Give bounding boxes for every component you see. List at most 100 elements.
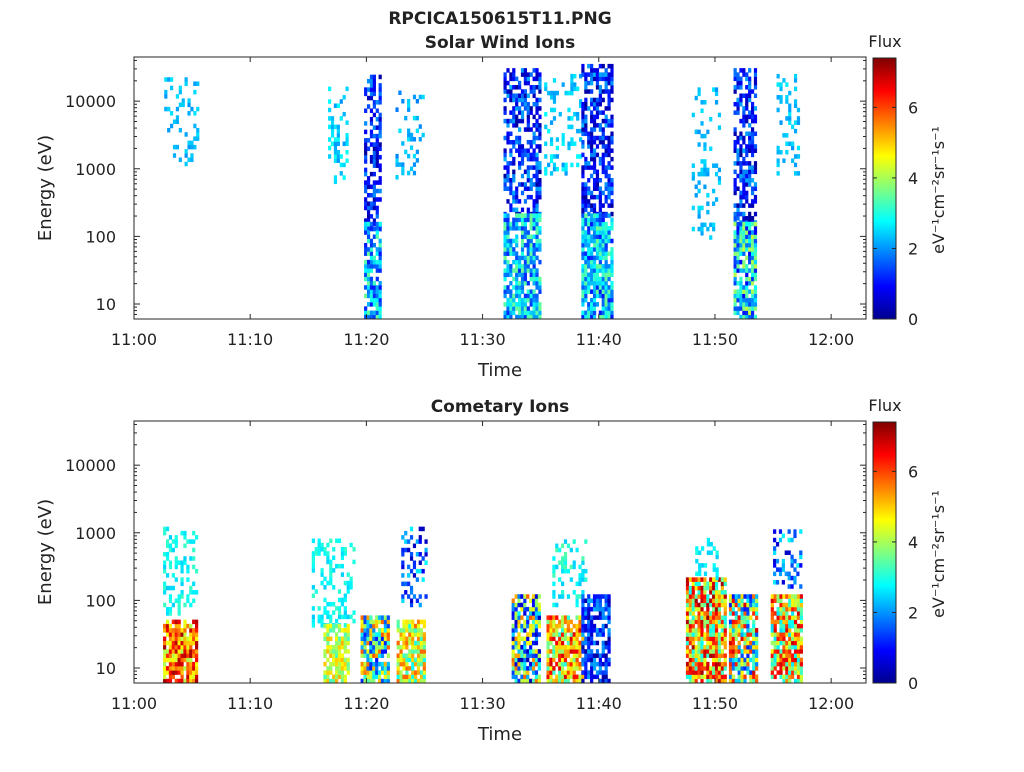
spectrogram-cell [749,615,753,620]
spectrogram-cell [375,632,379,637]
spectrogram-cell [405,628,409,633]
spectrogram-cell [396,657,400,663]
spectrogram-cell [535,72,539,77]
spectrogram-cell [745,190,749,196]
spectrogram-cell [523,666,527,671]
spectrogram-cell [360,619,364,625]
spectrogram-cell [770,649,774,654]
spectrogram-cell [566,670,571,675]
spectrogram-cell [796,661,801,667]
spectrogram-cell [171,628,175,633]
spectrogram-cell [712,649,716,654]
spectrogram-cell [168,649,173,654]
spectrogram-cell [523,182,528,187]
spectrogram-cell [401,170,405,176]
spectrogram-cell [592,238,597,244]
spectrogram-cell [512,161,516,166]
spectrogram-cell [375,154,379,160]
spectrogram-cell [714,590,719,595]
spectrogram-cell [395,107,399,112]
spectrogram-cell [748,178,752,183]
spectrogram-cell [537,611,541,616]
spectrogram-cell [595,217,600,223]
spectrogram-cell [788,598,792,604]
spectrogram-cell [587,161,591,166]
spectrogram-cell [604,594,608,599]
plot-frame [133,420,867,684]
spectrogram-cell [183,602,187,608]
spectrogram-cell [529,152,533,158]
spectrogram-cell [340,678,345,684]
spectrogram-cell [523,264,528,269]
spectrogram-cell [734,632,738,637]
spectrogram-cell [180,560,184,565]
spectrogram-cell [607,293,611,299]
spectrogram-cell [326,644,330,650]
spectrogram-cell [378,251,382,256]
spectrogram-cell [743,602,747,608]
spectrogram-cell [399,653,403,658]
spectrogram-cell [581,649,585,654]
spectrogram-cell [745,280,749,286]
spectrogram-cell [776,611,780,616]
spectrogram-cell [509,110,513,115]
spectrogram-cell [372,133,376,139]
spectrogram-cell [749,649,753,654]
spectrogram-cell [731,619,735,625]
spectrogram-cell [520,144,525,149]
spectrogram-cell [416,632,421,637]
spectrogram-cell [529,213,533,218]
spectrogram-cell [558,670,562,675]
spectrogram-cell [399,636,403,642]
spectrogram-cell [180,644,184,650]
spectrogram-cell [703,632,707,637]
spectrogram-cell [748,68,752,73]
spectrogram-cell [748,297,752,303]
spectrogram-cell [610,306,614,311]
spectrogram-cell [523,661,527,667]
spectrogram-cell [526,259,530,265]
spectrogram-cell [748,131,752,137]
spectrogram-cell [685,590,690,595]
spectrogram-cell [604,670,608,675]
spectrogram-cell [514,606,518,612]
spectrogram-cell [604,640,608,646]
spectrogram-cell [190,144,194,150]
spectrogram-cell [607,101,611,107]
spectrogram-cell [335,618,339,624]
spectrogram-cell [552,657,556,663]
spectrogram-cell [411,674,415,680]
spectrogram-cell [782,619,786,625]
spectrogram-cell [740,670,744,675]
spectrogram-cell [343,547,347,552]
spectrogram-cell [595,615,600,620]
spectrogram-cell [604,598,608,604]
spectrogram-cell [755,649,759,654]
spectrogram-cell [753,268,758,273]
spectrogram-cell [592,640,597,646]
spectrogram-cell [743,632,747,637]
spectrogram-cell [538,76,542,82]
spectrogram-cell [782,611,786,616]
spectrogram-cell [555,154,559,159]
spectrogram-cell [731,598,735,604]
spectrogram-cell [523,230,528,235]
spectrogram-cell [333,103,338,109]
spectrogram-cell [703,146,707,152]
spectrogram-cell [587,649,591,654]
spectrogram-cell [712,188,716,194]
spectrogram-cell [745,272,749,278]
spectrogram-cell [595,268,600,273]
spectrogram-cell [610,226,614,231]
spectrogram-cell [578,674,582,680]
spectrogram-cell [598,127,602,132]
spectrogram-cell [697,615,701,620]
spectrogram-cell [697,636,701,642]
spectrogram-cell [538,72,542,77]
spectrogram-cell [364,226,368,231]
spectrogram-cell [372,142,376,147]
spectrogram-cell [424,539,428,544]
spectrogram-cell [323,623,327,629]
spectrogram-cell [514,594,518,599]
spectrogram-cell [415,568,419,574]
